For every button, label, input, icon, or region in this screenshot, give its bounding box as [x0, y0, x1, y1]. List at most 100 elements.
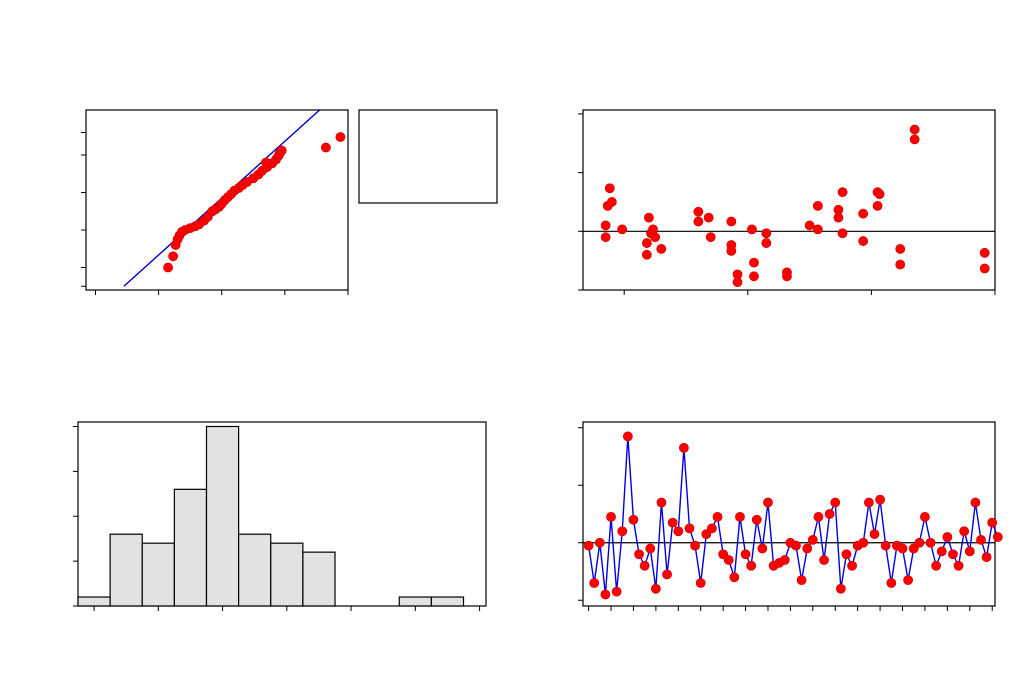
residuals-vs-order-point: [634, 549, 644, 560]
residuals-vs-order-point: [606, 511, 616, 522]
residuals-vs-fitted-point: [641, 249, 652, 260]
residuals-vs-fitted-point: [693, 216, 704, 227]
residuals-vs-order-point: [723, 555, 734, 565]
residuals-vs-order-point: [863, 497, 874, 508]
residuals-vs-order-point: [678, 442, 689, 453]
residuals-vs-order-point: [611, 586, 622, 597]
residuals-vs-order-point: [976, 534, 986, 545]
probability-plot-point: [335, 132, 346, 142]
residuals-vs-order-point: [920, 511, 930, 522]
histogram-bar: [205, 425, 240, 607]
histogram-bar: [302, 551, 336, 607]
residuals-vs-order-point: [841, 549, 852, 560]
residuals-vs-fitted-point: [617, 224, 628, 235]
residuals-vs-order-point: [746, 560, 757, 571]
residuals-vs-order-point: [796, 575, 807, 586]
residuals-vs-fitted-point: [761, 228, 772, 239]
residuals-vs-order-point: [897, 543, 908, 554]
probability-plot-frame: [85, 109, 349, 291]
residuals-vs-order-point: [964, 546, 975, 557]
residuals-vs-order-point: [953, 560, 964, 571]
residuals-vs-order-point: [751, 514, 762, 525]
residuals-vs-order-point: [959, 526, 970, 537]
residuals-vs-order-point: [622, 431, 633, 442]
residuals-vs-order-point: [903, 575, 914, 586]
residuals-vs-order-point: [819, 555, 829, 565]
residuals-vs-order-point: [684, 523, 695, 534]
residuals-vs-fitted-point: [909, 124, 920, 135]
residuals-vs-fitted-point: [858, 236, 869, 246]
residuals-vs-order-point: [835, 583, 846, 594]
residuals-vs-order-point: [712, 511, 723, 522]
residuals-vs-fitted-point: [705, 232, 716, 243]
residuals-vs-order-point: [617, 526, 628, 537]
residuals-vs-fitted-point: [600, 220, 611, 231]
probability-plot-point: [163, 262, 173, 273]
residuals-vs-order-point: [791, 540, 801, 551]
residuals-vs-fitted-point: [979, 263, 990, 274]
residuals-vs-order-point: [880, 540, 891, 551]
probability-plot-point: [321, 142, 331, 153]
residuals-vs-order-point: [813, 511, 824, 522]
residuals-vs-order-point: [807, 534, 818, 545]
residuals-vs-order-point: [740, 549, 751, 560]
residuals-vs-order-point: [690, 540, 701, 551]
residuals-vs-fitted-point: [747, 224, 757, 235]
residuals-vs-order-line: [587, 436, 999, 595]
residuals-vs-fitted-point: [837, 187, 848, 198]
residuals-vs-order-point: [695, 578, 706, 588]
residuals-vs-order-frame: [582, 421, 996, 607]
residuals-vs-fitted-point: [693, 206, 704, 217]
residuals-vs-order-point: [802, 543, 813, 554]
histogram-panel: [73, 421, 487, 611]
residuals-vs-fitted-point: [872, 200, 883, 211]
residuals-vs-order-panel: [578, 421, 1003, 611]
residuals-vs-order-point: [779, 555, 790, 565]
histogram-bar: [173, 488, 208, 607]
residuals-vs-order-point: [914, 537, 925, 548]
probability-plot-point: [276, 145, 287, 156]
probability-plot-point: [261, 157, 271, 168]
residuals-vs-order-point: [824, 509, 835, 519]
residuals-vs-fitted-point: [833, 212, 844, 223]
residuals-vs-fitted-point: [874, 189, 885, 200]
residuals-vs-order-point: [600, 589, 611, 600]
residuals-vs-fitted-point: [600, 232, 611, 243]
residuals-vs-fitted-point: [648, 224, 658, 235]
residuals-vs-order-point: [931, 560, 942, 571]
residuals-vs-fitted-point: [909, 134, 920, 145]
residuals-vs-fitted-point: [761, 238, 772, 248]
histogram-bar: [141, 542, 175, 607]
residuals-vs-order-point: [667, 517, 678, 528]
residuals-vs-fitted-point: [895, 244, 906, 254]
residuals-vs-order-point: [628, 514, 639, 525]
residuals-vs-order-point: [942, 532, 953, 542]
residuals-vs-order-point: [858, 537, 869, 548]
residuals-vs-order-point: [981, 552, 992, 563]
probability-plot-panel: [81, 109, 349, 295]
residuals-vs-fitted-point: [895, 259, 906, 270]
probability-plot-point: [168, 251, 179, 262]
residuals-vs-order-point: [970, 497, 981, 508]
residuals-vs-order-point: [662, 569, 672, 580]
legend-box: [358, 109, 498, 204]
residuals-vs-order-point: [847, 560, 857, 571]
histogram-bar: [398, 596, 432, 607]
residuals-vs-order-point: [763, 497, 773, 508]
residuals-vs-fitted-point: [726, 216, 737, 227]
residuals-vs-fitted-point: [732, 277, 743, 288]
residuals-vs-order-point: [645, 543, 656, 554]
residuals-vs-fitted-point: [858, 208, 869, 219]
residuals-vs-order-point: [639, 560, 650, 571]
residuals-vs-fitted-point: [641, 238, 652, 248]
residuals-vs-order-point: [707, 523, 717, 534]
residuals-vs-order-point: [830, 497, 841, 508]
legend-box-frame: [358, 109, 498, 204]
residuals-vs-fitted-point: [979, 247, 990, 258]
residuals-vs-fitted-point: [656, 244, 667, 254]
residuals-vs-fitted-panel: [578, 109, 996, 295]
residuals-vs-fitted-frame: [582, 109, 996, 291]
residuals-vs-order-point: [869, 529, 880, 540]
residuals-vs-order-point: [757, 543, 768, 554]
residuals-vs-fitted-point: [644, 212, 654, 223]
